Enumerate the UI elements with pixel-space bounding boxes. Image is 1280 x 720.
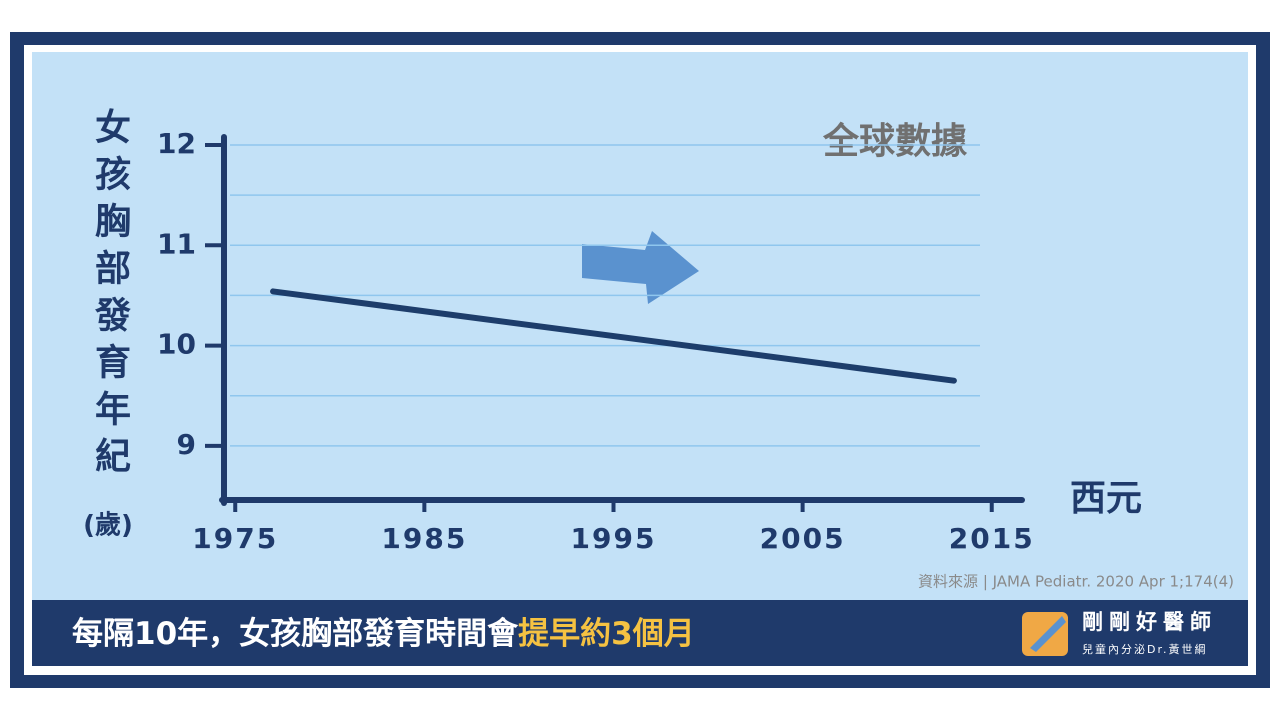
logo-subtitle: 兒童內分泌Dr.黃世綱 (1082, 642, 1207, 656)
source: 資料來源 | JAMA Pediatr. 2020 Apr 1;174(4) (918, 573, 1234, 591)
y-axis-unit: (歲) (83, 511, 133, 541)
y-tick-label: 9 (177, 428, 196, 461)
x-tick-label: 2015 (949, 522, 1035, 555)
caption: 每隔10年，女孩胸部發育時間會提早約3個月 (72, 616, 695, 652)
y-tick-label: 10 (157, 328, 196, 361)
y-tick-label: 11 (157, 227, 196, 260)
trend-arrow (582, 231, 699, 304)
y-axis-label: 女孩胸部發育年紀 (89, 108, 132, 484)
x-tick-label: 2005 (760, 522, 846, 555)
caption-text: 每隔10年，女孩胸部發育時間會 (72, 616, 519, 652)
x-tick-label: 1985 (381, 522, 467, 555)
y-tick-label: 12 (157, 127, 196, 160)
caption-highlight: 提早約3個月 (518, 616, 695, 652)
x-tick-label: 1975 (192, 522, 278, 555)
x-axis-label: 西元 (1070, 478, 1142, 519)
x-tick-label: 1995 (571, 522, 657, 555)
logo-name: 剛剛好醫師 (1082, 610, 1217, 634)
logo-icon-ruler (1030, 616, 1066, 652)
data-line (270, 288, 957, 384)
annotation: 全球數據 (822, 120, 968, 162)
chart-panel (32, 52, 1248, 600)
